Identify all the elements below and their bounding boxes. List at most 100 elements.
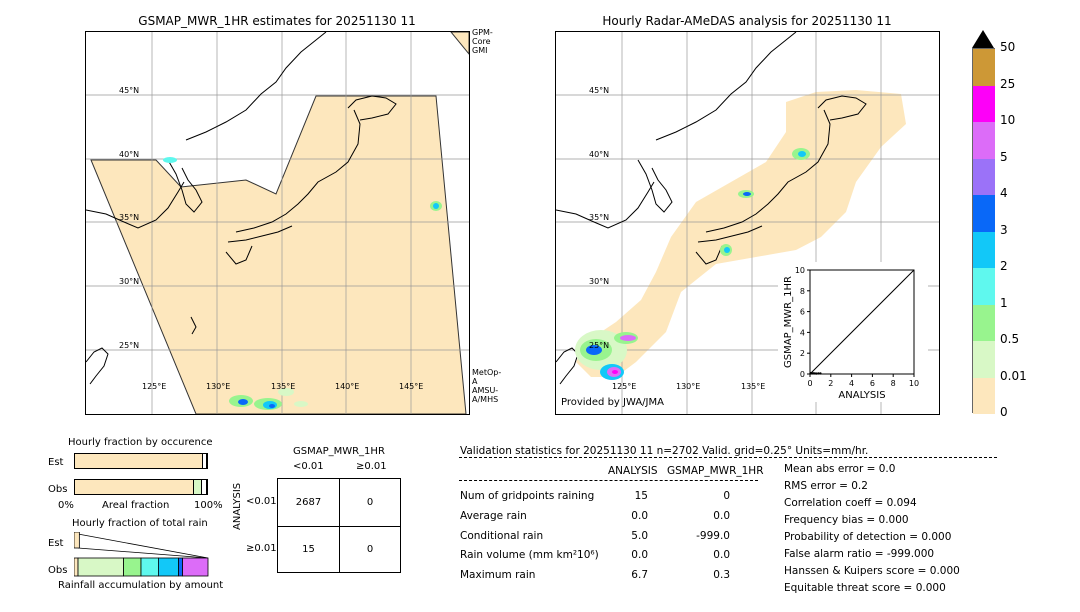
colorbar-tick-label: 25 (1000, 76, 1016, 91)
scatter-ytick-label: 2 (800, 349, 805, 358)
left-gridlines (86, 32, 469, 414)
contingency-row-axis-label: ANALYSIS (232, 482, 243, 530)
scatter-xtick-label: 0 (807, 379, 812, 388)
stat-row-analysis: 6.7 (631, 569, 648, 581)
validation-col-gsmap: GSMAP_MWR_1HR (667, 465, 764, 477)
left-coastlines (86, 32, 397, 385)
occurence-est-bar (74, 453, 208, 469)
scatter-ytick-label: 0 (800, 370, 805, 379)
right-lon-label-135: 135°E (741, 382, 766, 391)
scatter-svg: 0 2 4 6 8 10 0 2 4 6 8 10 ANALYSIS GSMAP_MWR_1HR (783, 266, 919, 401)
right-coastlines (556, 32, 867, 385)
left-lat-label-25: 25°N (119, 341, 140, 350)
totalrain-title: Hourly fraction of total rain (72, 518, 208, 529)
stat-row-gsmap: -999.0 (696, 530, 730, 542)
occurence-obs-bar (74, 479, 208, 495)
stat-row-gsmap: 0.3 (713, 569, 730, 581)
colorbar-tick-label: 2 (1000, 259, 1008, 273)
totalrain-segment (74, 532, 80, 549)
scatter-xtick-label: 6 (870, 379, 875, 388)
contingency-table: 2687 0 15 0 (277, 478, 401, 573)
colorbar-tick-label: 10 (1000, 113, 1016, 127)
contingency-col-header-0: <0.01 (293, 461, 324, 472)
score-pod: Probability of detection = 0.000 (784, 531, 952, 543)
colorbar-cell (973, 267, 995, 305)
colorbar-cell (973, 84, 995, 122)
scatter-ytick-label: 10 (795, 266, 805, 275)
stat-row-analysis: 5.0 (631, 530, 648, 542)
totalrain-bars (74, 532, 209, 577)
score-ets: Equitable threat score = 0.000 (784, 582, 946, 594)
validation-header: Validation statistics for 20251130 11 n=… (460, 445, 869, 457)
scatter-inset: 0 2 4 6 8 10 0 2 4 6 8 10 ANALYSIS GSMAP_MWR_1HR (778, 262, 928, 402)
scatter-xtick-label: 8 (891, 379, 896, 388)
colorbar-cell (973, 121, 995, 159)
totalrain-segment (77, 557, 124, 577)
occurence-title: Hourly fraction by occurence (68, 437, 213, 448)
colorbar-over-arrow (972, 30, 994, 48)
colorbar-cell (973, 157, 995, 195)
score-correlation: Correlation coeff = 0.094 (784, 497, 917, 509)
left-map-svg (86, 32, 469, 414)
scatter-xtick-label: 10 (909, 379, 919, 388)
scatter-xlabel: ANALYSIS (838, 390, 885, 401)
colorbar-cells (972, 48, 995, 414)
swath-area (90, 95, 467, 414)
left-lon-label-140: 140°E (335, 382, 360, 391)
scatter-diagonal (809, 269, 915, 375)
colorbar-tick-label: 1 (1000, 295, 1008, 310)
contingency-row-header-1: ≥0.01 (246, 543, 277, 554)
stat-row-gsmap: 0.0 (713, 549, 730, 561)
right-map-title: Hourly Radar-AMeDAS analysis for 2025113… (602, 14, 892, 28)
validation-subdivider (459, 480, 758, 481)
stat-row-gsmap: 0 (723, 490, 730, 502)
colorbar-tick-label: 5 (1000, 149, 1008, 164)
contingency-row-header-0: <0.01 (246, 496, 277, 507)
scatter-ytick-label: 4 (800, 328, 805, 337)
left-side-label-bottom: MetOp-A AMSU-A/MHS (472, 368, 502, 404)
provider-label: Provided by JWA/JMA (561, 397, 664, 408)
totalrain-est-label: Est (48, 538, 64, 549)
stat-row-analysis: 0.0 (631, 549, 648, 561)
scatter-xtick-label: 4 (849, 379, 854, 388)
score-hk: Hanssen & Kuipers score = 0.000 (784, 565, 960, 577)
left-side-label-top: GPM-Core GMI (472, 28, 493, 55)
right-lat-label-25: 25°N (589, 341, 610, 350)
totalrain-segment (178, 557, 183, 577)
totalrain-segment (123, 557, 142, 577)
left-map-panel: 45°N 40°N 35°N 30°N 25°N 125°E 130°E 135… (85, 31, 470, 415)
colorbar: 0 0.01 0.5 1 2 3 4 5 10 25 50 (972, 30, 1032, 420)
left-rain-echoes (163, 157, 442, 410)
left-lon-label-135: 135°E (271, 382, 296, 391)
right-rain-echoes (575, 148, 810, 380)
validation-divider (459, 457, 997, 458)
scatter-point (815, 372, 818, 375)
totalrain-segment (74, 557, 79, 577)
contingency-cell-0-0: 2687 (295, 497, 322, 508)
colorbar-cell (973, 303, 995, 341)
stat-row-analysis: 15 (634, 490, 648, 502)
stat-row-gsmap: 0.0 (713, 510, 730, 522)
scatter-point (817, 372, 820, 375)
score-rmse: RMS error = 0.2 (784, 480, 868, 492)
right-lat-label-45: 45°N (589, 86, 610, 95)
left-lon-label-130: 130°E (206, 382, 231, 391)
right-lon-label-125: 125°E (612, 382, 637, 391)
colorbar-tick-label: 0 (1000, 405, 1008, 419)
swath-corner (450, 32, 469, 55)
colorbar-tick-label: 0.5 (1000, 332, 1020, 346)
stat-row-label: Rain volume (mm km²10⁶) (460, 549, 599, 561)
left-lon-label-125: 125°E (142, 382, 167, 391)
colorbar-cell (973, 340, 995, 378)
totalrain-segment (158, 557, 179, 577)
occurence-segment (194, 480, 203, 494)
left-lat-label-40: 40°N (119, 150, 140, 159)
colorbar-tick-label: 4 (1000, 186, 1008, 200)
contingency-cell-1-1: 0 (366, 544, 374, 555)
colorbar-cell (973, 48, 995, 86)
occurence-est-label: Est (48, 457, 64, 468)
colorbar-cell (973, 376, 995, 414)
right-lat-label-35: 35°N (589, 213, 610, 222)
stat-row-label: Average rain (460, 510, 527, 522)
colorbar-tick-label: 0.01 (1000, 368, 1027, 383)
